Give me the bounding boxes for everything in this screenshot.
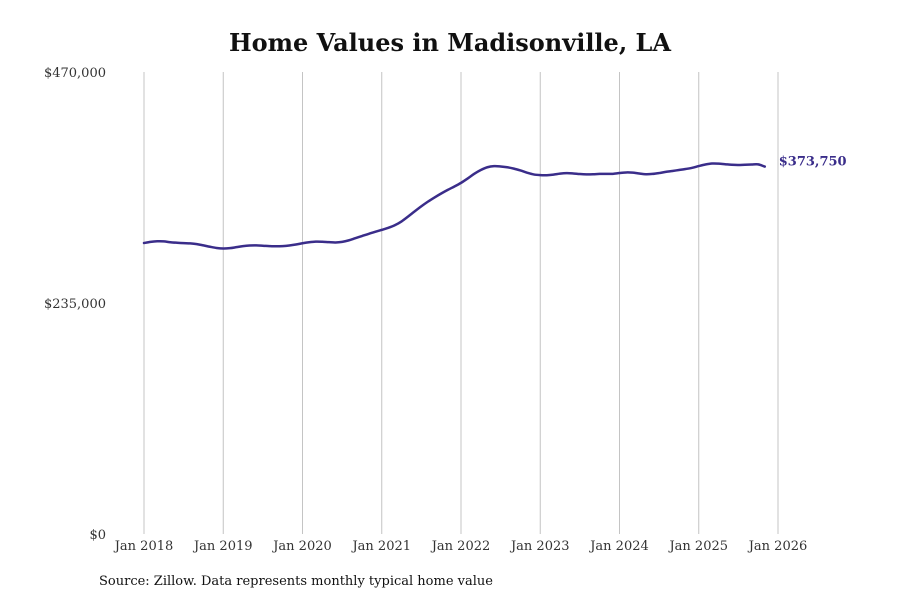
end-value-label: $373,750: [779, 155, 847, 170]
y-tick-label: $235,000: [44, 297, 106, 312]
chart-title: Home Values in Madisonville, LA: [228, 28, 672, 57]
x-axis-ticks: Jan 2018 Jan 2019 Jan 2020 Jan 2021 Jan 2022…: [113, 539, 808, 554]
series-line-home-value: [142, 162, 767, 250]
source-note: Source: Zillow. Data represents monthly …: [99, 574, 493, 589]
x-tick-label: Jan 2023: [509, 539, 570, 554]
x-tick-label: Jan 2020: [271, 539, 332, 554]
x-tick-label: Jan 2019: [192, 539, 253, 554]
y-axis-ticks: $0 $235,000 $470,000: [44, 66, 106, 543]
x-tick-label: Jan 2021: [350, 539, 411, 554]
y-tick-label: $0: [89, 528, 106, 543]
grid-lines: [143, 72, 779, 534]
series-layer: $373,750: [142, 155, 847, 250]
y-tick-label: $470,000: [44, 66, 106, 81]
x-tick-label: Jan 2018: [113, 539, 174, 554]
x-tick-label: Jan 2026: [747, 539, 808, 554]
x-tick-label: Jan 2022: [430, 539, 491, 554]
x-tick-label: Jan 2024: [588, 539, 649, 554]
x-tick-label: Jan 2025: [667, 539, 728, 554]
